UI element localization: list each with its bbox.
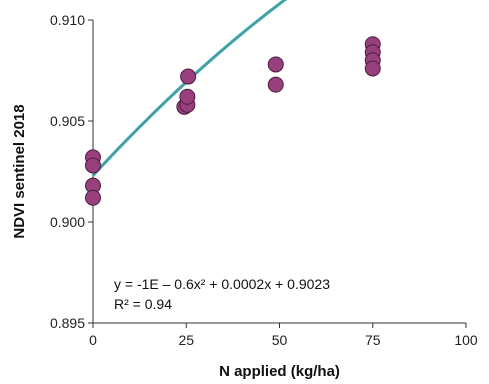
y-tick-label: 0.900 <box>50 214 85 230</box>
data-point <box>85 189 101 206</box>
y-tick-label: 0.905 <box>50 113 85 129</box>
r-squared-annotation: R² = 0.94 <box>114 296 172 312</box>
data-point <box>267 76 284 93</box>
data-point <box>180 68 197 85</box>
x-tick-label: 25 <box>178 332 194 348</box>
x-ticks: 0 25 50 75 100 <box>89 323 478 348</box>
data-point <box>364 60 381 77</box>
trendline <box>91 0 288 177</box>
y-tick-label: 0.910 <box>50 12 85 28</box>
x-axis-title: N applied (kg/ha) <box>219 363 340 380</box>
y-ticks: 0.895 0.900 0.905 0.910 <box>50 12 93 331</box>
x-tick-label: 50 <box>272 332 288 348</box>
equation-annotation: y = -1E – 0.6x² + 0.0002x + 0.9023 <box>114 276 330 292</box>
data-point <box>85 157 101 174</box>
data-point <box>179 88 196 105</box>
data-points <box>85 36 381 206</box>
x-tick-label: 0 <box>89 332 97 348</box>
y-axis-title: NDVI sentinel 2018 <box>11 104 28 238</box>
x-tick-label: 100 <box>454 332 478 348</box>
y-tick-label: 0.895 <box>50 315 85 331</box>
x-tick-label: 75 <box>365 332 381 348</box>
data-point <box>267 56 284 73</box>
